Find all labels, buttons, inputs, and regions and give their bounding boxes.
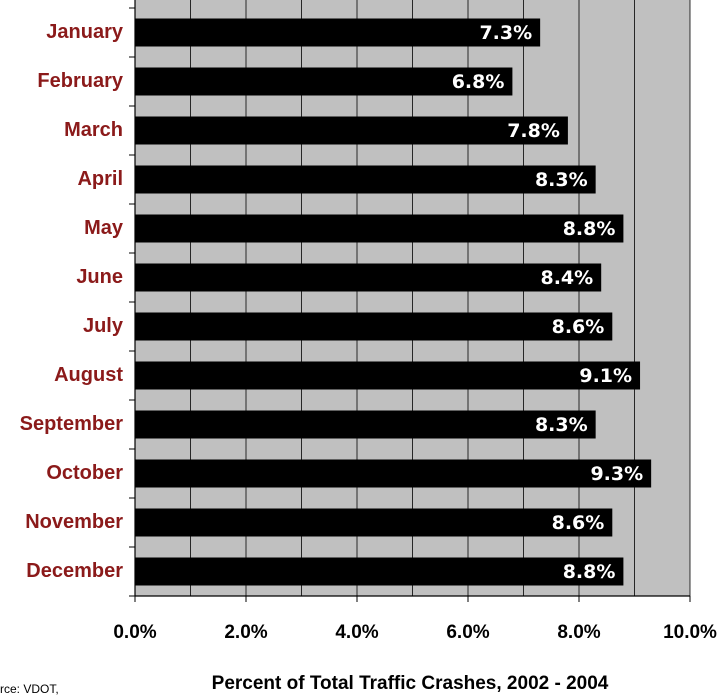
- bar: [135, 557, 624, 586]
- value-label: 8.6%: [552, 316, 605, 338]
- y-tick-label: June: [76, 266, 123, 288]
- y-tick-label: December: [26, 560, 123, 582]
- y-tick-label: January: [46, 21, 124, 43]
- source-note: rce: VDOT,: [0, 682, 59, 696]
- x-tick-label: 6.0%: [446, 622, 489, 643]
- y-tick-label: July: [83, 315, 124, 337]
- bar: [135, 116, 568, 145]
- bar: [135, 263, 602, 292]
- y-tick-label: August: [54, 364, 123, 386]
- y-tick-label: April: [77, 168, 123, 190]
- value-label: 7.3%: [479, 22, 532, 44]
- bar: [135, 410, 596, 439]
- value-label: 9.3%: [590, 463, 643, 485]
- y-tick-label: October: [46, 462, 123, 484]
- y-tick-label: March: [64, 119, 123, 141]
- value-label: 6.8%: [452, 71, 505, 93]
- y-tick-label: May: [84, 217, 124, 239]
- bar: [135, 165, 596, 194]
- x-tick-label: 8.0%: [557, 622, 600, 643]
- bar: [135, 508, 613, 537]
- x-tick-label: 10.0%: [663, 622, 717, 643]
- value-label: 7.8%: [507, 120, 560, 142]
- x-tick-label: 2.0%: [224, 622, 267, 643]
- value-label: 8.4%: [540, 267, 593, 289]
- bar: [135, 361, 641, 390]
- bar: [135, 459, 652, 488]
- value-label: 8.8%: [563, 561, 616, 583]
- value-label: 9.1%: [579, 365, 632, 387]
- x-tick-label: 0.0%: [113, 622, 156, 643]
- bar: [135, 214, 624, 243]
- bar: [135, 312, 613, 341]
- y-tick-label: February: [37, 70, 123, 92]
- bar: [135, 18, 541, 47]
- x-tick-label: 4.0%: [335, 622, 378, 643]
- value-label: 8.6%: [552, 512, 605, 534]
- bar: [135, 67, 513, 96]
- value-label: 8.3%: [535, 414, 588, 436]
- x-axis-label: Percent of Total Traffic Crashes, 2002 -…: [212, 673, 609, 694]
- y-tick-label: November: [25, 511, 123, 533]
- value-label: 8.3%: [535, 169, 588, 191]
- y-tick-label: September: [20, 413, 124, 435]
- value-label: 8.8%: [563, 218, 616, 240]
